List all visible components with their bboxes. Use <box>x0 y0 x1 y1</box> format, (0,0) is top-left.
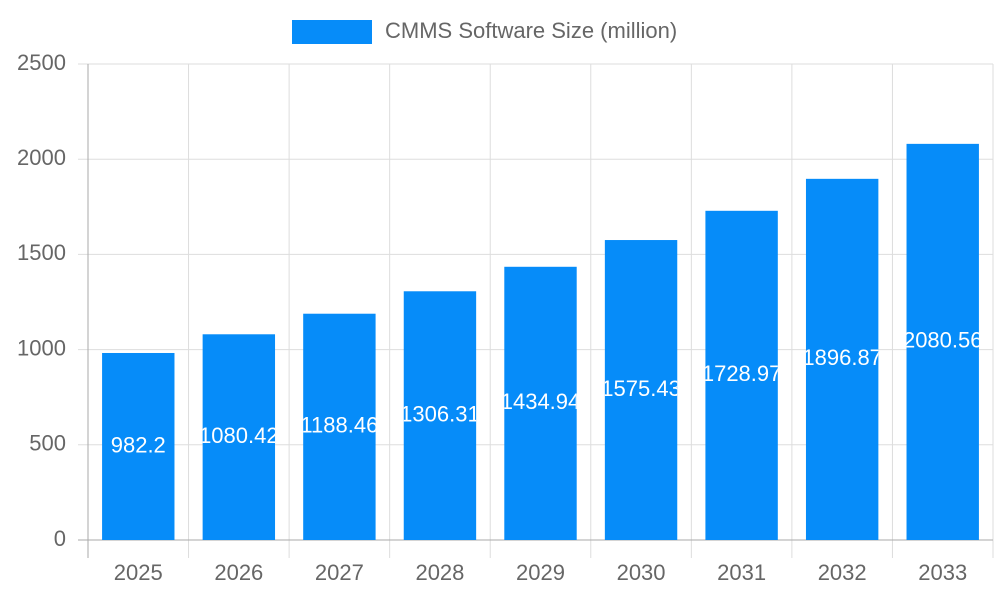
bar <box>202 334 276 540</box>
x-tick-label: 2026 <box>214 560 263 585</box>
x-tick-label: 2025 <box>114 560 163 585</box>
value-label: 1575.43 <box>601 376 681 401</box>
x-tick-label: 2028 <box>415 560 464 585</box>
value-label: 982.2 <box>111 432 166 457</box>
y-tick-label: 1000 <box>17 335 66 360</box>
y-tick-label: 1500 <box>17 240 66 265</box>
bar <box>805 178 879 541</box>
bar <box>504 266 577 540</box>
bar <box>604 240 678 540</box>
value-label: 1896.87 <box>802 345 882 370</box>
legend-label: CMMS Software Size (million) <box>385 18 677 43</box>
value-label: 1434.94 <box>501 389 581 414</box>
value-label: 1080.42 <box>199 423 279 448</box>
bar <box>303 313 376 540</box>
bar <box>906 143 979 540</box>
x-tick-label: 2033 <box>918 560 967 585</box>
y-tick-label: 500 <box>29 431 66 456</box>
value-label: 1188.46 <box>300 413 378 438</box>
x-tick-label: 2029 <box>516 560 565 585</box>
x-tick-label: 2032 <box>818 560 867 585</box>
x-tick-label: 2031 <box>717 560 766 585</box>
legend-swatch <box>292 20 372 44</box>
y-tick-label: 2500 <box>17 50 66 75</box>
value-label: 1728.97 <box>702 361 782 386</box>
bar <box>102 352 175 540</box>
bar <box>403 291 477 540</box>
y-tick-label: 2000 <box>17 145 66 170</box>
bar <box>705 210 778 540</box>
value-label: 1306.31 <box>400 401 480 426</box>
value-label: 2080.56 <box>903 328 983 353</box>
x-tick-label: 2027 <box>315 560 364 585</box>
y-tick-label: 0 <box>54 526 66 551</box>
x-tick-label: 2030 <box>617 560 666 585</box>
